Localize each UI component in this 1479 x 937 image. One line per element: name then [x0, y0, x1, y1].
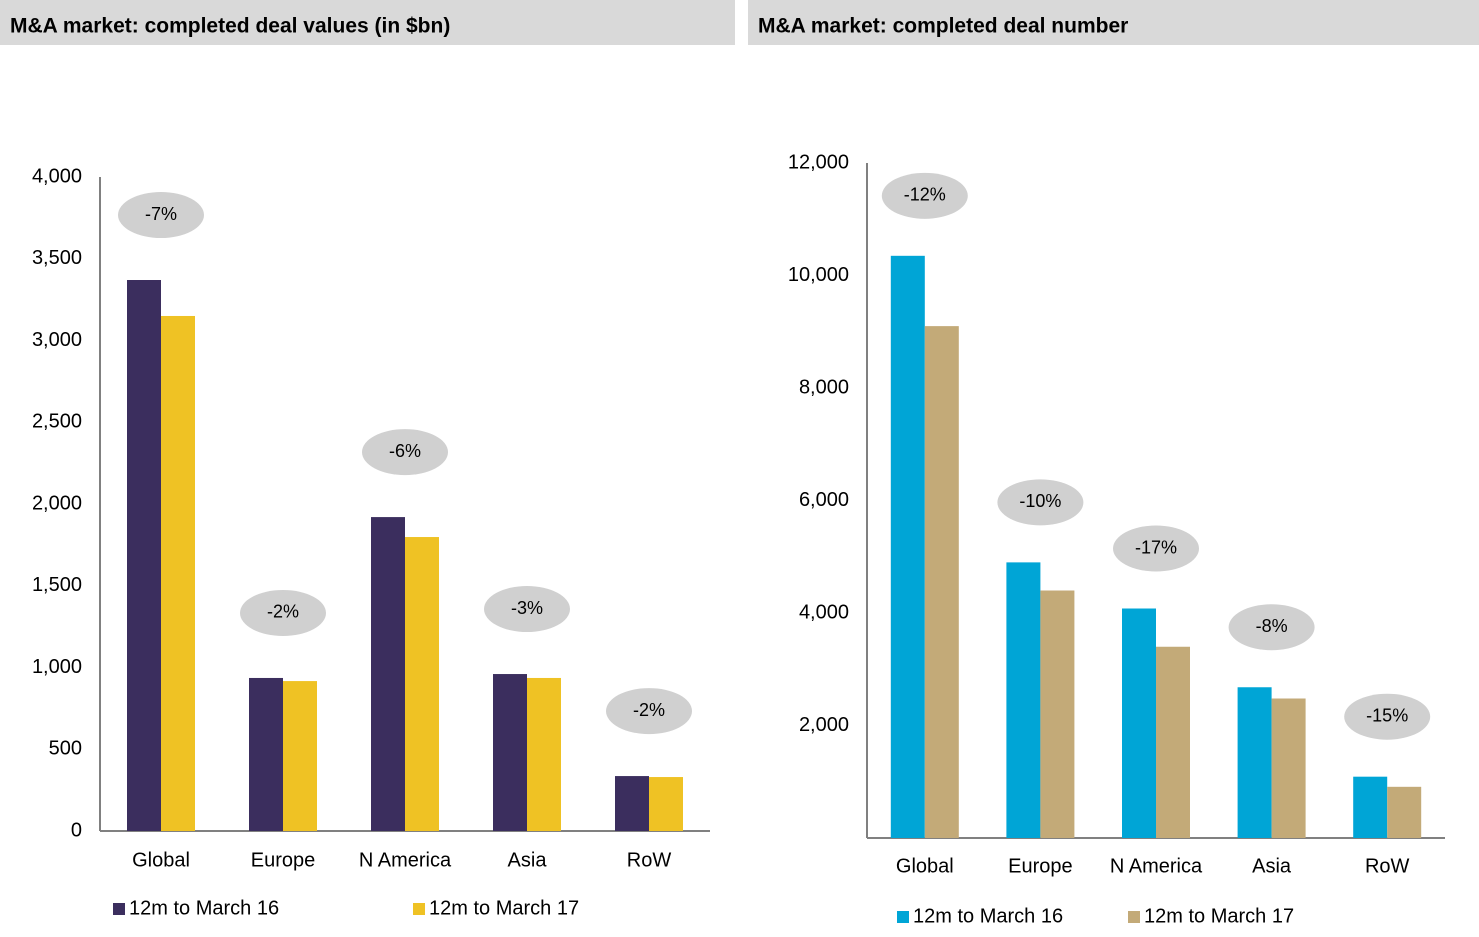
annotation-bubble — [484, 586, 570, 633]
bar — [371, 517, 405, 831]
y-tick-label: 3,000 — [32, 329, 82, 351]
x-tick-label: Asia — [508, 849, 548, 871]
x-tick-label: N America — [1110, 855, 1203, 877]
x-tick-label: Europe — [1008, 855, 1073, 877]
bar — [649, 777, 683, 831]
annotation: -8% — [1256, 616, 1288, 636]
bar — [924, 326, 959, 838]
y-tick-label: 2,500 — [32, 411, 82, 433]
title-bar — [748, 0, 1479, 45]
y-tick-label: 8,000 — [799, 376, 849, 398]
annotation: -7% — [145, 204, 177, 224]
x-tick-label: Europe — [251, 849, 316, 871]
bar — [1271, 698, 1306, 838]
bar — [1040, 590, 1075, 838]
legend-swatch — [897, 911, 909, 923]
annotation-bubble — [606, 688, 692, 735]
y-tick-label: 2,000 — [32, 492, 82, 514]
y-tick-label: 1,500 — [32, 574, 82, 596]
bar — [527, 677, 561, 831]
legend-swatch — [113, 903, 125, 915]
chart-title: M&A market: completed deal number — [758, 15, 1128, 38]
x-tick-label: Global — [132, 849, 190, 871]
annotation: -12% — [904, 185, 946, 205]
bar — [283, 681, 317, 831]
annotation-bubble — [362, 429, 448, 476]
y-tick-label: 12,000 — [788, 151, 849, 173]
x-tick-label: Asia — [1252, 855, 1292, 877]
x-tick-label: N America — [359, 849, 452, 871]
bar — [1237, 687, 1272, 838]
y-tick-label: 1,000 — [32, 656, 82, 678]
annotation: -6% — [389, 441, 421, 461]
annotation-bubble — [1113, 525, 1199, 572]
legend-label: 12m to March 16 — [913, 905, 1063, 927]
annotation: -3% — [511, 598, 543, 618]
annotation-bubble — [1344, 693, 1431, 740]
chart-title: M&A market: completed deal values (in $b… — [10, 15, 450, 38]
title-bar — [0, 0, 735, 45]
legend-label: 12m to March 17 — [1144, 905, 1294, 927]
annotation-bubble — [881, 172, 968, 219]
legend-swatch — [413, 903, 425, 915]
annotation: -10% — [1019, 491, 1061, 511]
x-tick-label: RoW — [627, 849, 672, 871]
bar — [405, 537, 439, 831]
bar — [1353, 776, 1388, 838]
annotation: -15% — [1366, 705, 1408, 725]
annotation-bubble — [997, 479, 1084, 526]
annotation-bubble — [240, 589, 326, 636]
legend-swatch — [1128, 911, 1140, 923]
y-tick-label: 0 — [71, 819, 82, 841]
annotation: -2% — [267, 602, 299, 622]
y-tick-label: 4,000 — [799, 601, 849, 623]
y-tick-label: 500 — [49, 738, 82, 760]
bar — [493, 674, 527, 831]
x-tick-label: RoW — [1365, 855, 1410, 877]
annotation: -17% — [1135, 537, 1177, 557]
y-tick-label: 4,000 — [32, 165, 82, 187]
annotation-bubble — [1228, 604, 1315, 651]
bar — [615, 776, 649, 831]
bar — [890, 255, 925, 838]
legend-label: 12m to March 16 — [129, 897, 279, 919]
bar — [161, 315, 195, 832]
bar — [249, 677, 283, 831]
y-tick-label: 3,500 — [32, 247, 82, 269]
x-tick-label: Global — [896, 855, 954, 877]
y-tick-label: 6,000 — [799, 489, 849, 511]
bar — [1156, 646, 1190, 838]
bar — [127, 280, 161, 831]
y-tick-label: 2,000 — [799, 714, 849, 736]
annotation: -2% — [633, 700, 665, 720]
y-tick-label: 10,000 — [788, 264, 849, 286]
bar — [1006, 562, 1041, 838]
annotation-bubble — [118, 192, 204, 239]
legend-label: 12m to March 17 — [429, 897, 579, 919]
bar — [1387, 786, 1422, 838]
bar — [1122, 608, 1156, 838]
